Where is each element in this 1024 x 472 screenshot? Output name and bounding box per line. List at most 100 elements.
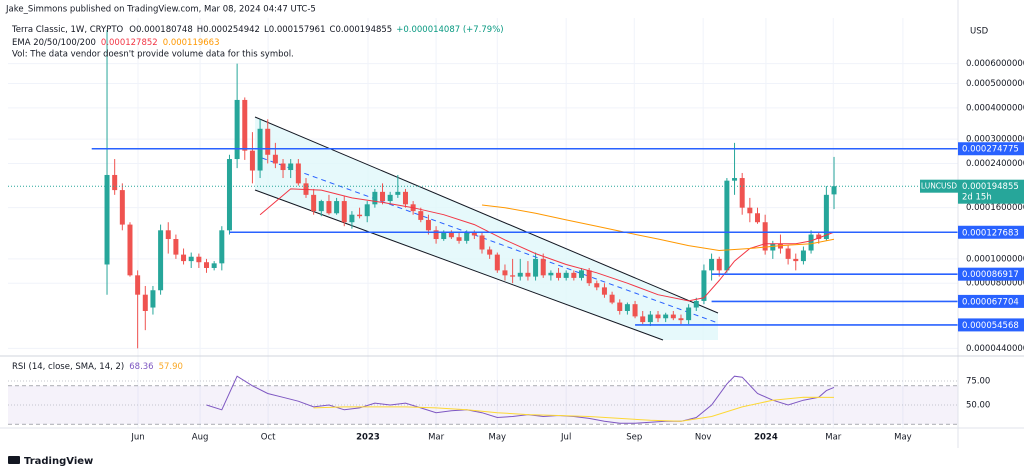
last-price-label: 0.000194855 xyxy=(962,182,1019,192)
rsi-line xyxy=(313,396,835,422)
candle-body xyxy=(104,174,110,265)
candle-body xyxy=(448,231,454,238)
x-tick-label: Nov xyxy=(695,433,712,443)
volume-note: Vol: The data vendor doesn't provide vol… xyxy=(12,50,294,60)
y-tick-label: 0.0000440000 xyxy=(966,344,1024,354)
candle-body xyxy=(686,307,692,321)
candle-body xyxy=(188,256,194,262)
ema-line xyxy=(481,204,835,252)
candle-body xyxy=(540,258,546,276)
candle-body xyxy=(670,314,676,319)
currency: USD xyxy=(970,27,989,37)
candle-body xyxy=(464,232,470,241)
candle-body xyxy=(211,263,217,268)
candle-body xyxy=(242,99,248,151)
candle-body xyxy=(219,230,225,264)
x-tick-label: Mar xyxy=(825,433,842,443)
candle-body xyxy=(823,194,829,240)
candle-body xyxy=(571,272,577,278)
candle-body xyxy=(793,258,799,262)
close-value: 0.000194855 xyxy=(335,25,392,35)
candle-body xyxy=(280,163,286,171)
x-tick-label: 2024 xyxy=(754,433,778,443)
y-tick-label: 0.0005000000 xyxy=(966,79,1024,89)
legend-main: Terra Classic, 1W, CRYPTO O0.000180748 H0.… xyxy=(11,25,504,35)
x-tick-label: Jul xyxy=(560,433,571,443)
candle-body xyxy=(732,178,738,181)
y-tick-label: 0.0002400000 xyxy=(966,159,1024,169)
candle-body xyxy=(601,287,607,295)
candle-body xyxy=(487,249,493,255)
candle-body xyxy=(387,194,393,202)
candle-body xyxy=(808,234,814,251)
low-value: 0.000157961 xyxy=(269,25,326,35)
candle-body xyxy=(112,174,118,191)
candle-body xyxy=(318,201,324,212)
ohlc-letter: H xyxy=(197,25,203,35)
x-tick-label: Oct xyxy=(261,433,276,443)
rsi-line xyxy=(206,375,835,424)
price-tag-label: 0.000274775 xyxy=(962,145,1019,155)
x-tick-label: May xyxy=(894,433,912,443)
candle-body xyxy=(257,128,263,171)
candle-body xyxy=(196,256,202,263)
candle-body xyxy=(709,258,715,271)
candle-body xyxy=(655,314,661,319)
x-tick-label: Sep xyxy=(626,433,642,443)
candle-body xyxy=(502,270,508,276)
ema-line xyxy=(259,188,835,302)
candle-body xyxy=(402,191,408,205)
candle-body xyxy=(747,207,753,214)
legend-ema: EMA 20/50/100/200 0.000127852 0.000119663 xyxy=(12,38,220,48)
candle-body xyxy=(234,99,240,160)
legend-rsi: RSI (14, close, SMA, 14, 2) 68.36 57.90 xyxy=(12,362,183,372)
candle-body xyxy=(647,314,653,323)
candle-body xyxy=(770,243,776,251)
candle-body xyxy=(135,275,141,295)
rsi-tick-label: 75.00 xyxy=(966,377,990,387)
candle-body xyxy=(173,239,179,255)
candle-body xyxy=(372,191,378,205)
price-tag-label: 0.000127683 xyxy=(962,228,1019,238)
channel-top xyxy=(254,116,719,314)
y-tick-label: 0.0000800000 xyxy=(966,279,1024,289)
candle-body xyxy=(265,128,271,155)
candle-body xyxy=(701,270,707,301)
publisher: Jake_Simmons published on TradingView.co… xyxy=(5,5,316,15)
logo-mark xyxy=(8,456,20,464)
candle-body xyxy=(380,191,386,202)
candle-body xyxy=(716,258,722,271)
high-value: 0.000254942 xyxy=(203,25,260,35)
y-tick-label: 0.0006000000 xyxy=(966,59,1024,69)
candle-body xyxy=(349,214,355,223)
last-price-tag xyxy=(958,179,1024,204)
candle-body xyxy=(494,254,500,271)
candle-body xyxy=(142,294,148,311)
candle-body xyxy=(471,232,477,236)
x-tick-label: Aug xyxy=(192,433,209,443)
ohlc-letter: L xyxy=(264,25,269,35)
ema-value: 0.000119663 xyxy=(163,38,220,48)
change: +0.000014087 (+7.79%) xyxy=(396,25,503,35)
price-tag-label: 0.000086917 xyxy=(962,270,1019,280)
candle-body xyxy=(586,270,592,284)
candle-body xyxy=(334,201,340,214)
candle-body xyxy=(578,270,584,278)
symbol-title: Terra Classic, 1W, CRYPTO xyxy=(11,25,124,35)
candle-body xyxy=(226,159,232,231)
candle-body xyxy=(525,272,531,277)
footer-brand: TradingView xyxy=(24,456,93,467)
y-tick-label: 0.0001600000 xyxy=(966,203,1024,213)
channel-fill xyxy=(255,117,718,340)
candle-body xyxy=(556,272,562,278)
x-tick-label: 2023 xyxy=(356,433,380,443)
candle-body xyxy=(800,250,806,262)
candle-body xyxy=(785,248,791,259)
candle-body xyxy=(724,180,730,271)
candle-body xyxy=(632,304,638,317)
candle-body xyxy=(204,262,210,268)
x-tick-label: Jun xyxy=(130,433,144,443)
y-tick-label: 0.0003000000 xyxy=(966,135,1024,145)
symbol-tag-label: LUNCUSD xyxy=(921,182,957,191)
rsi-band xyxy=(8,385,958,425)
